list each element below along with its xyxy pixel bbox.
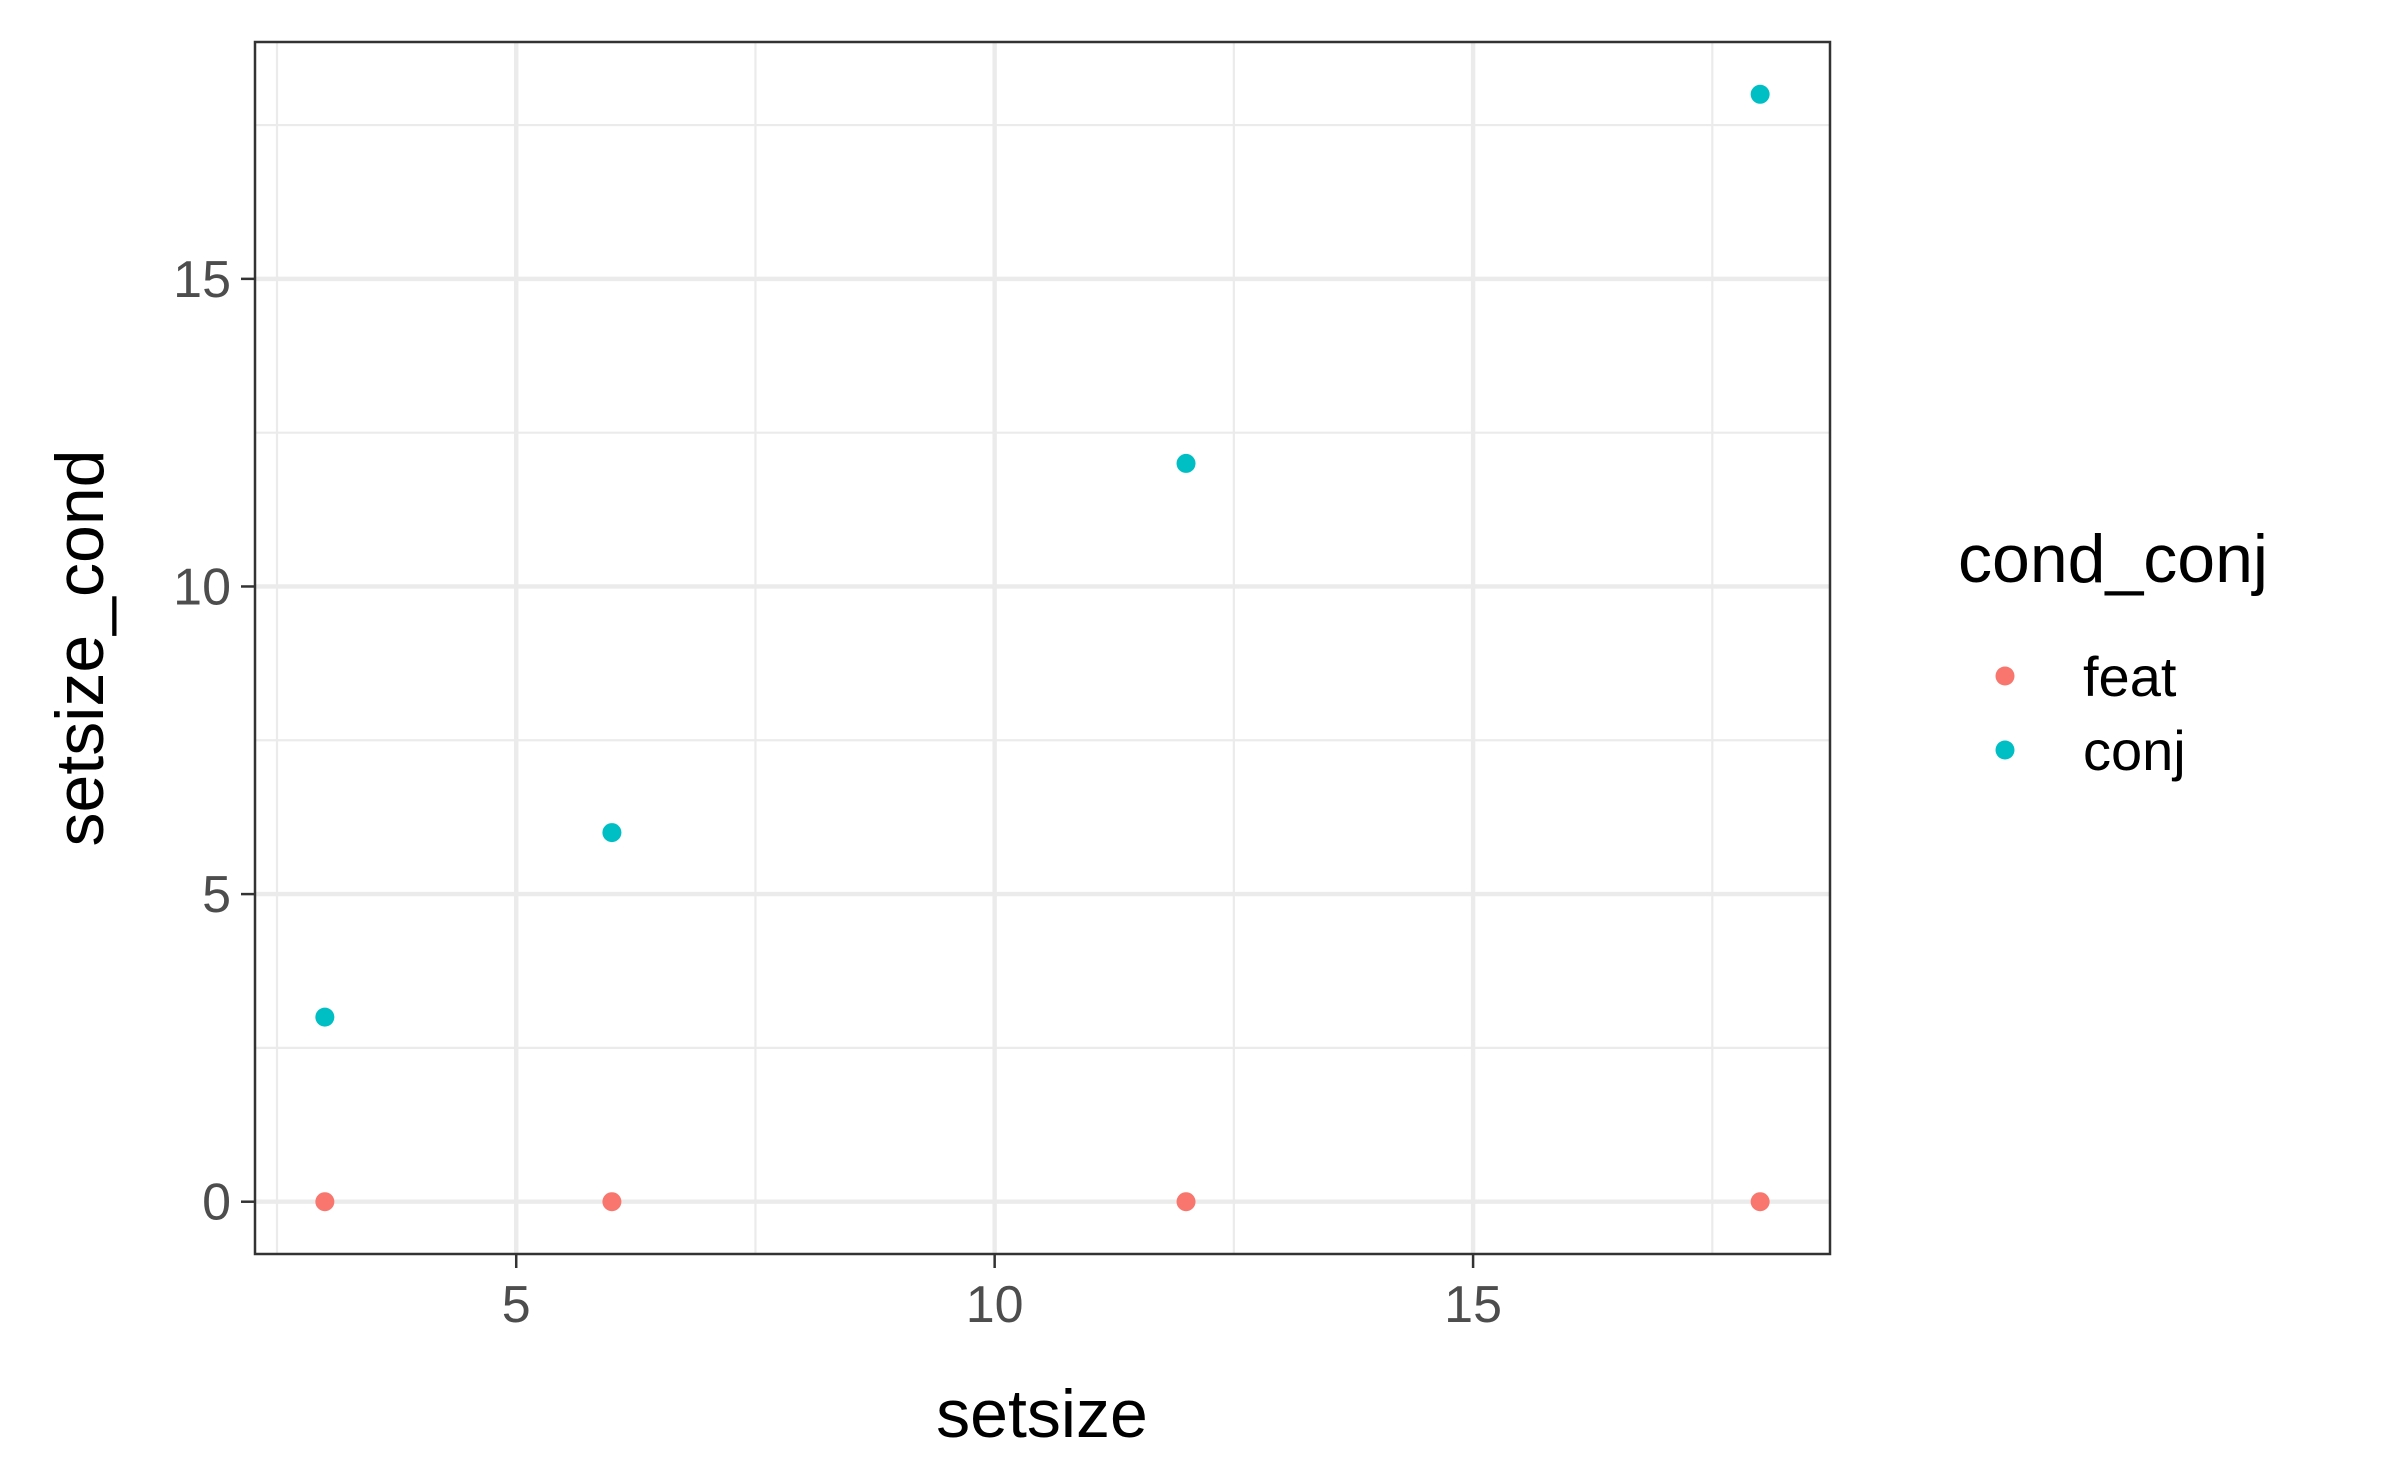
data-point-feat [1176,1192,1196,1212]
y-tick-label: 0 [202,1174,231,1232]
data-point-conj [1176,453,1196,473]
x-tick-label: 10 [966,1276,1024,1334]
legend-key-feat [1995,666,2015,686]
y-axis-ticks: 0 5 10 15 [173,251,255,1232]
y-tick-label: 10 [173,558,231,616]
y-tick-label: 15 [173,251,231,309]
x-tick-label: 5 [502,1276,531,1334]
legend-label-feat: feat [2083,645,2177,708]
x-axis-ticks: 5 10 15 [502,1254,1502,1334]
y-axis-title: setsize_cond [42,450,118,847]
x-tick-label: 15 [1444,1276,1502,1334]
data-points [315,84,1770,1212]
data-point-conj [315,1007,335,1027]
data-point-feat [602,1192,622,1212]
legend: cond_conj feat conj [1958,521,2268,782]
x-axis-title: setsize [936,1376,1148,1452]
legend-title: cond_conj [1958,521,2268,597]
legend-key-conj [1995,740,2015,760]
data-point-conj [1750,84,1770,104]
major-gridlines [255,42,1830,1254]
panel-border [253,40,1832,1256]
data-point-feat [315,1192,335,1212]
legend-label-conj: conj [2083,719,2186,782]
panel-background [255,42,1830,1254]
data-point-conj [602,823,622,843]
data-point-feat [1750,1192,1770,1212]
y-tick-label: 5 [202,866,231,924]
